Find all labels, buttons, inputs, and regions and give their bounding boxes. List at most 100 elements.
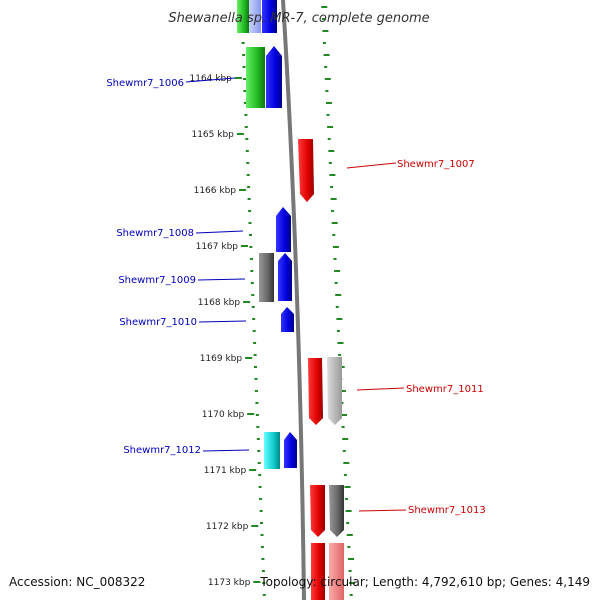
gene-arrow-1007 (298, 139, 314, 202)
scale-dot (335, 306, 339, 308)
scale-dot (261, 570, 265, 572)
gene-label-1009: Shewmr7_1009 (118, 275, 196, 286)
scale-dot (345, 498, 349, 500)
kbp-tick (241, 245, 248, 247)
gene-labels: Shewmr7_1006 Shewmr7_1007 Shewmr7_1008 S… (106, 78, 485, 516)
scale-dot (242, 54, 246, 56)
gene-arrow-1011-gray (327, 357, 342, 425)
scale-dot (253, 342, 257, 344)
scale-dot (245, 138, 249, 140)
gene-arrow-1013-red (310, 485, 325, 537)
kbp-tick (243, 301, 251, 303)
scale-dot (250, 270, 254, 272)
kbp-label: 1171 kbp (204, 466, 247, 476)
gene-arrow-1011-red (308, 358, 323, 425)
gene-arrow-1009-gray (259, 253, 274, 302)
gene-label-1007: Shewmr7_1007 (397, 159, 475, 170)
scale-dot (251, 294, 255, 296)
scale-dot (249, 258, 253, 260)
scale-dot (243, 102, 247, 104)
scale-dot (257, 450, 261, 452)
scale-dot (332, 234, 336, 236)
scale-dot (259, 498, 263, 500)
gene-arrow-partial-green (237, 0, 249, 33)
scale-dot (332, 246, 339, 248)
kbp-tick (236, 133, 244, 135)
scale-dot (251, 306, 255, 308)
scale-dot (345, 510, 352, 512)
scale-dot (341, 426, 345, 428)
scale-dot (342, 438, 349, 440)
gene-arrow-1006-green (246, 47, 265, 108)
scale-dot (328, 162, 332, 164)
scale-dot (334, 270, 341, 272)
kbp-tick (253, 581, 261, 583)
scale-dot (328, 150, 335, 152)
scale-dot (336, 318, 343, 320)
gene-label-1010: Shewmr7_1010 (119, 317, 197, 328)
scale-dot (324, 78, 331, 80)
kbp-tick (247, 413, 255, 415)
kbp-scale: 1164 kbp 1165 kbp 1166 kbp 1167 kbp 1168 kbp… (189, 74, 261, 588)
kbp-label: 1170 kbp (202, 410, 245, 420)
gene-label-1012: Shewmr7_1012 (123, 445, 201, 456)
gene-features (237, 0, 344, 600)
scale-dot (322, 30, 329, 32)
kbp-tick (251, 525, 259, 527)
scale-dot (245, 150, 249, 152)
kbp-tick (249, 469, 257, 471)
scale-dot (342, 450, 346, 452)
scale-dot (326, 114, 330, 116)
scale-dot (348, 570, 352, 572)
scale-dot (255, 414, 259, 416)
kbp-label: 1173 kbp (208, 578, 251, 588)
scale-dot (262, 582, 266, 584)
scale-dot (246, 162, 250, 164)
scale-dot (253, 354, 257, 356)
kbp-tick (239, 189, 246, 191)
scale-dot (330, 198, 337, 200)
gene-arrow-1010 (281, 307, 294, 332)
kbp-label: 1164 kbp (189, 74, 232, 84)
scale-dot (249, 234, 252, 236)
scale-ring-dots (240, 6, 356, 596)
scale-dot (246, 174, 250, 176)
scale-dot (244, 114, 248, 116)
kbp-tick (245, 357, 253, 359)
scale-dot (346, 534, 353, 536)
scale-dot (243, 78, 246, 80)
kbp-label: 1169 kbp (200, 354, 243, 364)
accession-text: Accession: NC_008322 (9, 575, 145, 589)
scale-dot (321, 6, 328, 8)
kbp-tick (234, 77, 242, 79)
scale-dot (261, 558, 265, 560)
gene-arrow-1006-blue (266, 46, 282, 108)
scale-dot (260, 522, 263, 524)
scale-dot (344, 486, 351, 488)
scale-dot (327, 138, 331, 140)
scale-dot (258, 474, 262, 476)
gene-label-1013: Shewmr7_1013 (408, 505, 486, 516)
scale-dot (248, 210, 252, 212)
scale-dot (329, 174, 336, 176)
scale-dot (323, 42, 326, 44)
scale-dot (243, 90, 247, 92)
gene-arrow-1008 (276, 207, 291, 252)
scale-dot (348, 558, 354, 560)
scale-dot (325, 90, 329, 92)
scale-dot (260, 546, 264, 548)
scale-dot (343, 474, 347, 476)
scale-dot (343, 462, 350, 464)
gene-label-1008: Shewmr7_1008 (116, 228, 194, 239)
kbp-label: 1167 kbp (196, 242, 239, 252)
scale-dot (244, 126, 248, 128)
genome-backbone (281, 0, 306, 600)
scale-dot (333, 258, 337, 260)
scale-dot (327, 126, 334, 128)
scale-dot (334, 282, 338, 284)
topology-text: Topology: circular; Length: 4,792,610 bp… (259, 575, 590, 589)
gene-arrow-partial-pink-bottom (329, 543, 344, 600)
gene-arrow-partial-blue (262, 0, 277, 33)
scale-dot (331, 210, 335, 212)
